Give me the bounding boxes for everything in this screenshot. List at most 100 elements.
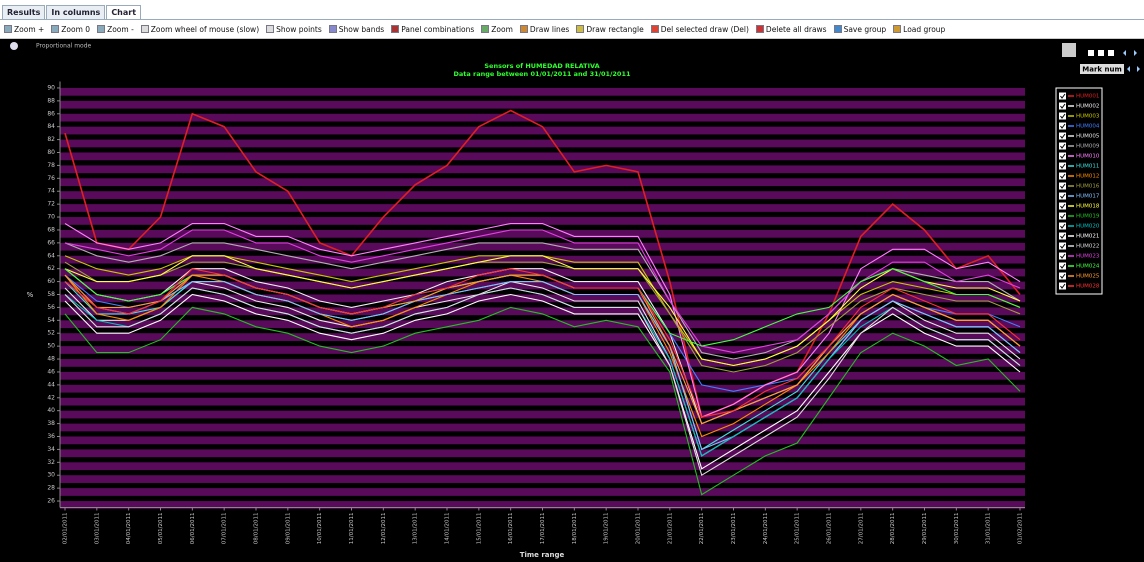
- toolbar-button[interactable]: Zoom 0: [51, 25, 90, 34]
- legend-checkbox[interactable]: [1059, 92, 1066, 100]
- legend-label: HUM025: [1076, 274, 1100, 280]
- y-tick-label: 74: [47, 188, 55, 195]
- legend-check: [1060, 133, 1066, 139]
- x-tick-label: 26/01/2011: [827, 513, 833, 545]
- band: [60, 397, 1025, 406]
- legend-checkbox[interactable]: [1059, 192, 1066, 200]
- legend-check: [1060, 243, 1066, 249]
- toolbar-button[interactable]: Panel combinations: [391, 25, 474, 34]
- toolbar-button[interactable]: Zoom: [481, 25, 513, 34]
- x-tick-label: 05/01/2011: [158, 513, 164, 545]
- toolbar-button[interactable]: Del selected draw (Del): [650, 25, 749, 34]
- band: [60, 307, 1025, 316]
- toolbar-button[interactable]: Zoom -: [97, 25, 134, 34]
- x-tick-label: 12/01/2011: [381, 513, 387, 545]
- legend-checkbox[interactable]: [1059, 212, 1066, 220]
- series-line: [64, 306, 1021, 496]
- legend-check: [1060, 263, 1066, 269]
- x-axis-label: Time range: [520, 551, 565, 559]
- help-icon[interactable]: [10, 42, 18, 50]
- x-tick-label: 19/01/2011: [604, 513, 610, 545]
- nav-square[interactable]: [1108, 50, 1114, 56]
- legend-label: HUM011: [1076, 164, 1099, 170]
- band: [60, 229, 1025, 238]
- toolbar-button[interactable]: Show points: [266, 25, 322, 34]
- toolbar-icon: [893, 25, 902, 33]
- series-line: [64, 268, 1021, 418]
- y-tick-label: 78: [47, 162, 55, 169]
- mark-num-label[interactable]: Mark num: [1082, 66, 1122, 74]
- toolbar-button[interactable]: Draw rectangle: [576, 24, 644, 34]
- x-tick-label: 02/01/2011: [63, 513, 69, 545]
- x-tick-label: 29/01/2011: [922, 513, 928, 545]
- chart-area: Proportional mode Sensors of HUMEDAD REL…: [0, 39, 1144, 562]
- legend-checkbox[interactable]: [1059, 222, 1066, 230]
- tab[interactable]: In columns: [46, 5, 106, 19]
- legend-checkbox[interactable]: [1059, 122, 1066, 130]
- y-tick-label: 82: [47, 136, 55, 143]
- nav-arrow[interactable]: [1127, 66, 1130, 72]
- toolbar-button[interactable]: Delete all draws: [755, 25, 827, 34]
- print-button[interactable]: [1062, 43, 1076, 57]
- legend-checkbox[interactable]: [1059, 182, 1066, 190]
- nav-square[interactable]: [1098, 50, 1104, 56]
- x-tick-label: 06/01/2011: [190, 513, 196, 545]
- legend-check: [1060, 283, 1066, 289]
- tab[interactable]: Chart: [106, 5, 142, 19]
- legend-checkbox[interactable]: [1059, 232, 1066, 240]
- toolbar-label: Save group: [843, 24, 887, 34]
- x-tick-label: 04/01/2011: [126, 513, 132, 545]
- toolbar-button[interactable]: Load group: [893, 25, 945, 34]
- y-tick-label: 48: [47, 356, 55, 363]
- toolbar-icon: [97, 25, 106, 33]
- x-tick-label: 27/01/2011: [858, 513, 864, 545]
- toolbar-button[interactable]: Zoom +: [4, 25, 44, 34]
- toolbar-button[interactable]: Draw lines: [519, 25, 569, 34]
- legend-checkbox[interactable]: [1059, 132, 1066, 140]
- band: [60, 165, 1025, 174]
- x-tick-label: 28/01/2011: [890, 513, 896, 545]
- y-tick-label: 68: [47, 226, 55, 233]
- band: [60, 191, 1025, 199]
- y-tick-label: 42: [47, 394, 55, 401]
- x-tick-label: 23/01/2011: [731, 513, 737, 545]
- legend-checkbox[interactable]: [1059, 162, 1066, 170]
- toolbar-label: Show points: [276, 24, 322, 34]
- toolbar-button[interactable]: Show bands: [328, 25, 384, 34]
- band: [60, 475, 1025, 483]
- chart-subtitle: Data range between 01/01/2011 and 31/01/…: [453, 70, 630, 78]
- legend-checkbox[interactable]: [1059, 272, 1066, 280]
- legend-checkbox[interactable]: [1059, 252, 1066, 260]
- band: [60, 449, 1025, 458]
- nav-square[interactable]: [1088, 50, 1094, 56]
- tab[interactable]: Results: [2, 5, 46, 19]
- toolbar-label: Zoom -: [107, 24, 134, 34]
- y-tick-label: 32: [47, 459, 55, 466]
- legend-checkbox[interactable]: [1059, 282, 1066, 290]
- legend-label: HUM009: [1076, 144, 1100, 150]
- toolbar-label: Draw rectangle: [586, 24, 644, 34]
- x-tick-label: 13/01/2011: [413, 513, 419, 545]
- legend-checkbox[interactable]: [1059, 142, 1066, 150]
- y-tick-label: 70: [47, 214, 55, 221]
- y-tick-label: 54: [47, 317, 55, 324]
- toolbar-button[interactable]: Save group: [833, 24, 887, 34]
- legend-checkbox[interactable]: [1059, 112, 1066, 120]
- nav-arrow[interactable]: [1123, 50, 1126, 56]
- legend-checkbox[interactable]: [1059, 202, 1066, 210]
- toolbar-label: Zoom: [491, 24, 513, 34]
- mark-num-button[interactable]: [1080, 64, 1124, 74]
- x-tick-label: 11/01/2011: [349, 513, 355, 545]
- nav-arrow[interactable]: [1137, 66, 1140, 72]
- y-tick-label: 86: [47, 110, 55, 117]
- legend-check: [1060, 273, 1066, 279]
- y-tick-label: 40: [47, 407, 55, 414]
- toolbar-button[interactable]: Zoom wheel of mouse (slow): [140, 25, 259, 34]
- legend-checkbox[interactable]: [1059, 102, 1066, 110]
- legend-checkbox[interactable]: [1059, 152, 1066, 160]
- legend-checkbox[interactable]: [1059, 242, 1066, 250]
- proportional-mode[interactable]: Proportional mode: [36, 43, 92, 50]
- nav-arrow[interactable]: [1134, 50, 1137, 56]
- legend-checkbox[interactable]: [1059, 172, 1066, 180]
- legend-checkbox[interactable]: [1059, 262, 1066, 270]
